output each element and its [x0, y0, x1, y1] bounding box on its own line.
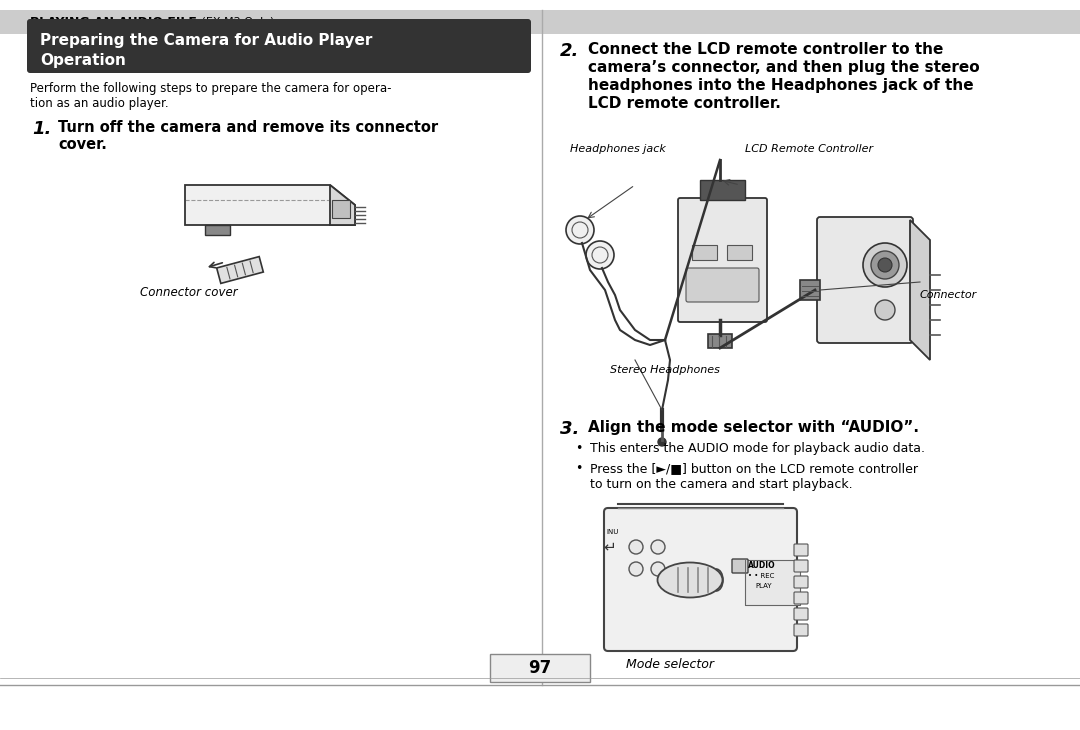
- Polygon shape: [330, 185, 355, 225]
- FancyBboxPatch shape: [794, 592, 808, 604]
- Text: LCD Remote Controller: LCD Remote Controller: [745, 144, 873, 154]
- FancyBboxPatch shape: [604, 508, 797, 651]
- Text: Operation: Operation: [40, 53, 126, 67]
- Text: 2.: 2.: [561, 42, 579, 60]
- Polygon shape: [910, 220, 930, 360]
- FancyBboxPatch shape: [794, 544, 808, 556]
- Text: Align the mode selector with “AUDIO”.: Align the mode selector with “AUDIO”.: [588, 420, 919, 435]
- Text: Preparing the Camera for Audio Player: Preparing the Camera for Audio Player: [40, 33, 373, 47]
- Text: LCD remote controller.: LCD remote controller.: [588, 96, 781, 111]
- Polygon shape: [217, 256, 264, 283]
- Text: tion as an audio player.: tion as an audio player.: [30, 97, 168, 110]
- Text: Press the [►/■] button on the LCD remote controller: Press the [►/■] button on the LCD remote…: [590, 462, 918, 475]
- Polygon shape: [700, 180, 745, 200]
- Text: headphones into the Headphones jack of the: headphones into the Headphones jack of t…: [588, 78, 974, 93]
- Text: Connector: Connector: [920, 290, 977, 300]
- Circle shape: [870, 251, 899, 279]
- Text: This enters the AUDIO mode for playback audio data.: This enters the AUDIO mode for playback …: [590, 442, 924, 455]
- Circle shape: [629, 562, 643, 576]
- Bar: [332, 200, 350, 218]
- Circle shape: [651, 540, 665, 554]
- Circle shape: [651, 562, 665, 576]
- Text: •: •: [575, 442, 582, 455]
- Ellipse shape: [658, 563, 723, 597]
- FancyBboxPatch shape: [794, 576, 808, 588]
- Text: AUDIO: AUDIO: [748, 561, 775, 571]
- Text: cover.: cover.: [58, 137, 107, 152]
- Circle shape: [878, 258, 892, 272]
- Text: Turn off the camera and remove its connector: Turn off the camera and remove its conne…: [58, 120, 438, 135]
- Text: 3.: 3.: [561, 420, 579, 438]
- FancyBboxPatch shape: [800, 280, 820, 300]
- Bar: [727, 245, 752, 260]
- Bar: [490, 654, 590, 682]
- Circle shape: [586, 241, 615, 269]
- Text: 97: 97: [528, 659, 552, 677]
- FancyBboxPatch shape: [732, 559, 748, 573]
- Text: Headphones jack: Headphones jack: [570, 144, 666, 154]
- Text: 1.: 1.: [32, 120, 52, 138]
- Text: Connector cover: Connector cover: [140, 286, 238, 299]
- Circle shape: [566, 216, 594, 244]
- Text: PLAY: PLAY: [755, 583, 771, 589]
- FancyBboxPatch shape: [816, 217, 913, 343]
- Text: • • REC: • • REC: [748, 573, 774, 579]
- Circle shape: [658, 438, 666, 446]
- Polygon shape: [185, 185, 355, 225]
- Text: PLAYING AN AUDIO FILE: PLAYING AN AUDIO FILE: [30, 15, 197, 28]
- Text: INU: INU: [606, 529, 619, 535]
- Bar: [745, 560, 800, 605]
- Text: Stereo Headphones: Stereo Headphones: [610, 365, 720, 375]
- Circle shape: [863, 243, 907, 287]
- FancyBboxPatch shape: [708, 334, 732, 348]
- Polygon shape: [205, 225, 230, 235]
- FancyBboxPatch shape: [678, 198, 767, 322]
- Bar: [0, 10, 1080, 34]
- Text: •: •: [575, 462, 582, 475]
- FancyBboxPatch shape: [794, 608, 808, 620]
- Text: ↵: ↵: [603, 539, 616, 555]
- Circle shape: [629, 540, 643, 554]
- Circle shape: [875, 300, 895, 320]
- FancyBboxPatch shape: [27, 19, 531, 73]
- Text: camera’s connector, and then plug the stereo: camera’s connector, and then plug the st…: [588, 60, 980, 75]
- Text: (EX-M2 Only): (EX-M2 Only): [198, 17, 274, 27]
- FancyBboxPatch shape: [794, 624, 808, 636]
- Text: Connect the LCD remote controller to the: Connect the LCD remote controller to the: [588, 42, 943, 57]
- Text: Perform the following steps to prepare the camera for opera-: Perform the following steps to prepare t…: [30, 82, 391, 95]
- Bar: [692, 245, 717, 260]
- Text: to turn on the camera and start playback.: to turn on the camera and start playback…: [590, 478, 852, 491]
- Text: Mode selector: Mode selector: [626, 658, 714, 671]
- FancyBboxPatch shape: [794, 560, 808, 572]
- FancyBboxPatch shape: [686, 268, 759, 302]
